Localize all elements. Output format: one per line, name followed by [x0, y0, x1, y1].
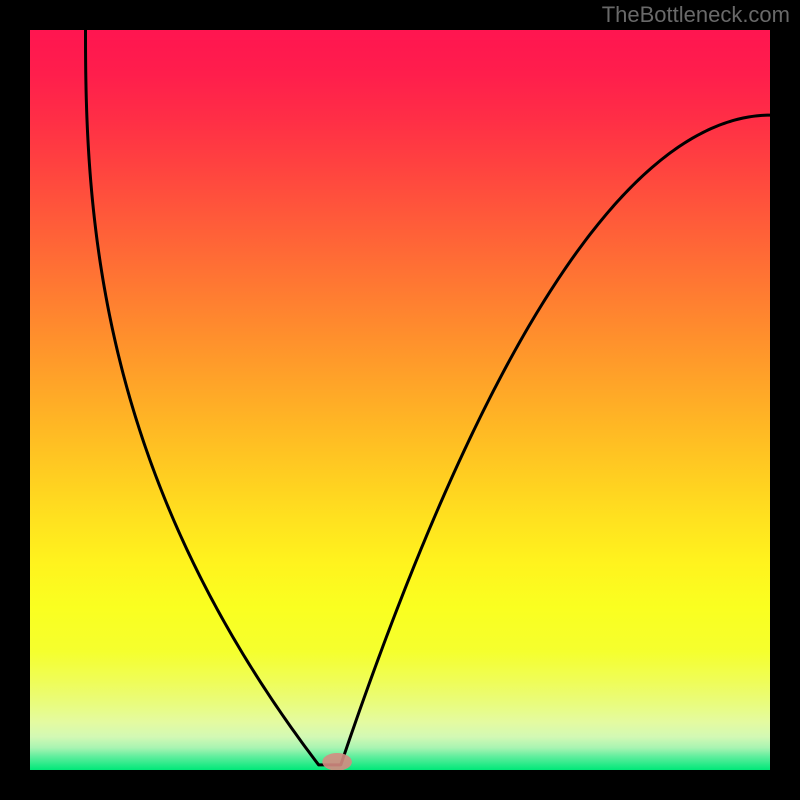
- gradient-background: [30, 30, 770, 770]
- trough-marker-dot: [322, 753, 352, 770]
- chart-container: TheBottleneck.com: [0, 0, 800, 800]
- watermark-text: TheBottleneck.com: [602, 2, 790, 28]
- bottleneck-v-curve-chart: [30, 30, 770, 770]
